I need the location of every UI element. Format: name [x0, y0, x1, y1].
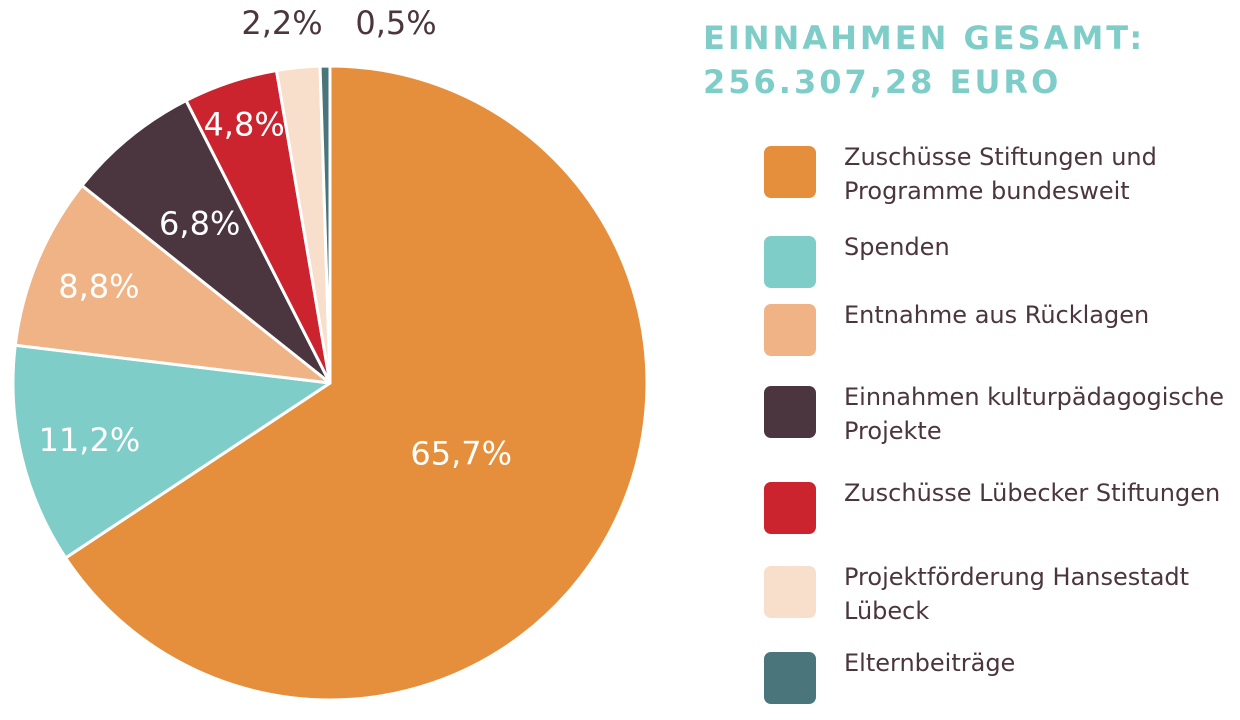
legend-item: Elternbeiträge: [764, 646, 1234, 706]
legend-swatch: [764, 386, 816, 438]
pie-slices: [11, 64, 649, 702]
legend-swatch: [764, 236, 816, 288]
chart-title: EINNAHMEN GESAMT: 256.307,28 EURO: [703, 16, 1223, 104]
slice-label: 8,8%: [58, 267, 139, 305]
slice-label: 11,2%: [39, 421, 141, 459]
legend-swatch: [764, 652, 816, 704]
legend-swatch: [764, 304, 816, 356]
legend-swatch: [764, 566, 816, 618]
legend-label: Spenden: [844, 233, 950, 261]
legend-item: Einnahmen kulturpädagogische Projekte: [764, 380, 1234, 445]
legend-item: Zuschüsse Stiftungen und Programme bunde…: [764, 140, 1234, 205]
pie-slice: [64, 64, 649, 702]
chart-title-line-1: EINNAHMEN GESAMT:: [703, 19, 1146, 57]
legend-label: Projektförderung Hansestadt Lübeck: [844, 563, 1190, 625]
slice-label: 6,8%: [159, 204, 240, 242]
legend-swatch: [764, 482, 816, 534]
legend-item: Entnahme aus Rücklagen: [764, 298, 1234, 358]
pie-slice: [80, 99, 332, 385]
slice-label: 4,8%: [203, 105, 284, 143]
slice-label: 0,5%: [355, 4, 436, 42]
slice-label: 65,7%: [410, 435, 512, 473]
legend-label: Zuschüsse Stiftungen und Programme bunde…: [844, 143, 1157, 205]
legend-label: Zuschüsse Lübecker Stiftungen: [844, 479, 1221, 507]
legend-label: Einnahmen kulturpädagogische Projekte: [844, 383, 1225, 445]
legend-item: Projektförderung Hansestadt Lübeck: [764, 560, 1234, 625]
legend-swatch: [764, 146, 816, 198]
pie-slice: [13, 184, 332, 385]
legend-item: Zuschüsse Lübecker Stiftungen: [764, 476, 1234, 536]
legend-label: Entnahme aus Rücklagen: [844, 301, 1150, 329]
legend-label: Elternbeiträge: [844, 649, 1016, 677]
legend-item: Spenden: [764, 230, 1234, 290]
pie-slice: [11, 343, 332, 560]
chart-title-line-2: 256.307,28 EURO: [703, 63, 1062, 101]
pie-slice: [318, 64, 332, 385]
slice-label: 2,2%: [241, 4, 322, 42]
pie-labels: 65,7% 11,2% 8,8% 6,8% 4,8% 2,2% 0,5%: [39, 4, 512, 473]
